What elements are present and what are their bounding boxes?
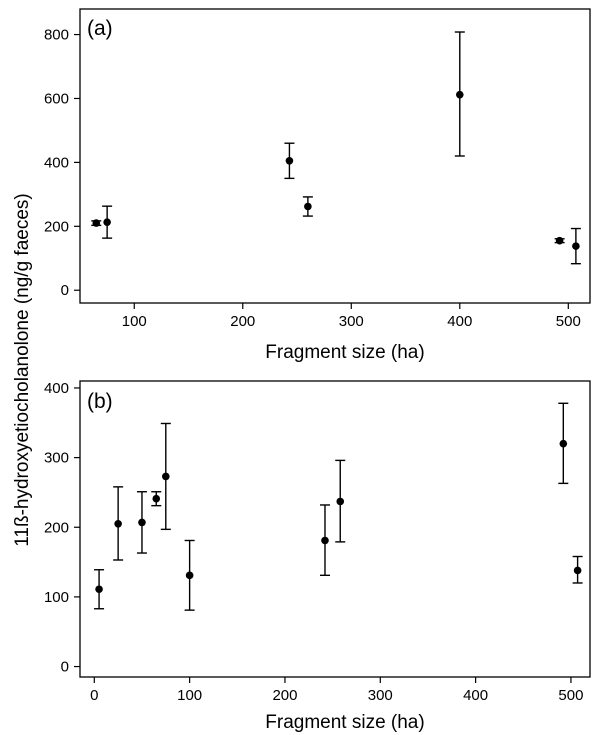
x-tick-label: 500 — [556, 313, 581, 330]
x-axis-title: Fragment size (ha) — [265, 712, 424, 733]
data-point — [555, 236, 564, 245]
data-point — [321, 536, 329, 545]
panel-b: (b) 0 100 200 300 400 500 0 100 200 300 400 Fragment… — [44, 380, 591, 733]
plot-frame — [79, 8, 591, 304]
x-tick-label: 100 — [122, 313, 147, 330]
x-tick-label: 200 — [230, 313, 255, 330]
y-tick-label: 300 — [44, 450, 69, 467]
y-tick-label: 100 — [44, 589, 69, 606]
data-point — [572, 242, 580, 250]
x-tick-label: 500 — [558, 687, 583, 704]
data-point — [285, 156, 294, 165]
y-tick-label: 200 — [44, 218, 69, 235]
x-tick-label: 100 — [177, 687, 202, 704]
data-point — [559, 439, 568, 448]
data-point — [114, 519, 122, 528]
y-tick-label: 0 — [61, 659, 69, 676]
data-point — [138, 518, 146, 527]
y-axis-title: 11ß-hydroxyetiocholanolone (ng/g faeces) — [12, 193, 33, 546]
x-tick-label: 300 — [368, 687, 393, 704]
y-tick-label: 400 — [44, 154, 69, 171]
panel-a: (a) 100 200 300 400 500 0 200 400 600 800 Fragment … — [44, 8, 591, 363]
y-tick-label: 0 — [61, 282, 69, 299]
data-point — [336, 497, 345, 506]
y-tick-label: 600 — [44, 90, 69, 107]
panel-label: (a) — [87, 17, 113, 40]
x-tick-label: 400 — [463, 687, 488, 704]
y-tick-label: 200 — [44, 519, 69, 536]
panel-label: (b) — [87, 390, 113, 413]
data-point — [573, 566, 582, 575]
plot-frame — [79, 380, 591, 678]
y-tick-label: 800 — [44, 27, 69, 44]
x-axis-title: Fragment size (ha) — [265, 342, 424, 363]
x-tick-label: 400 — [447, 313, 472, 330]
data-point — [103, 218, 111, 226]
data-point — [152, 494, 161, 503]
data-point — [185, 571, 194, 580]
y-tick-label: 400 — [44, 380, 69, 397]
data-point — [455, 90, 464, 99]
x-tick-label: 200 — [272, 687, 297, 704]
data-point — [95, 585, 103, 594]
data-point — [161, 472, 170, 481]
x-tick-label: 0 — [90, 687, 98, 704]
x-tick-label: 300 — [339, 313, 364, 330]
data-point — [304, 202, 312, 211]
data-point — [92, 219, 101, 227]
